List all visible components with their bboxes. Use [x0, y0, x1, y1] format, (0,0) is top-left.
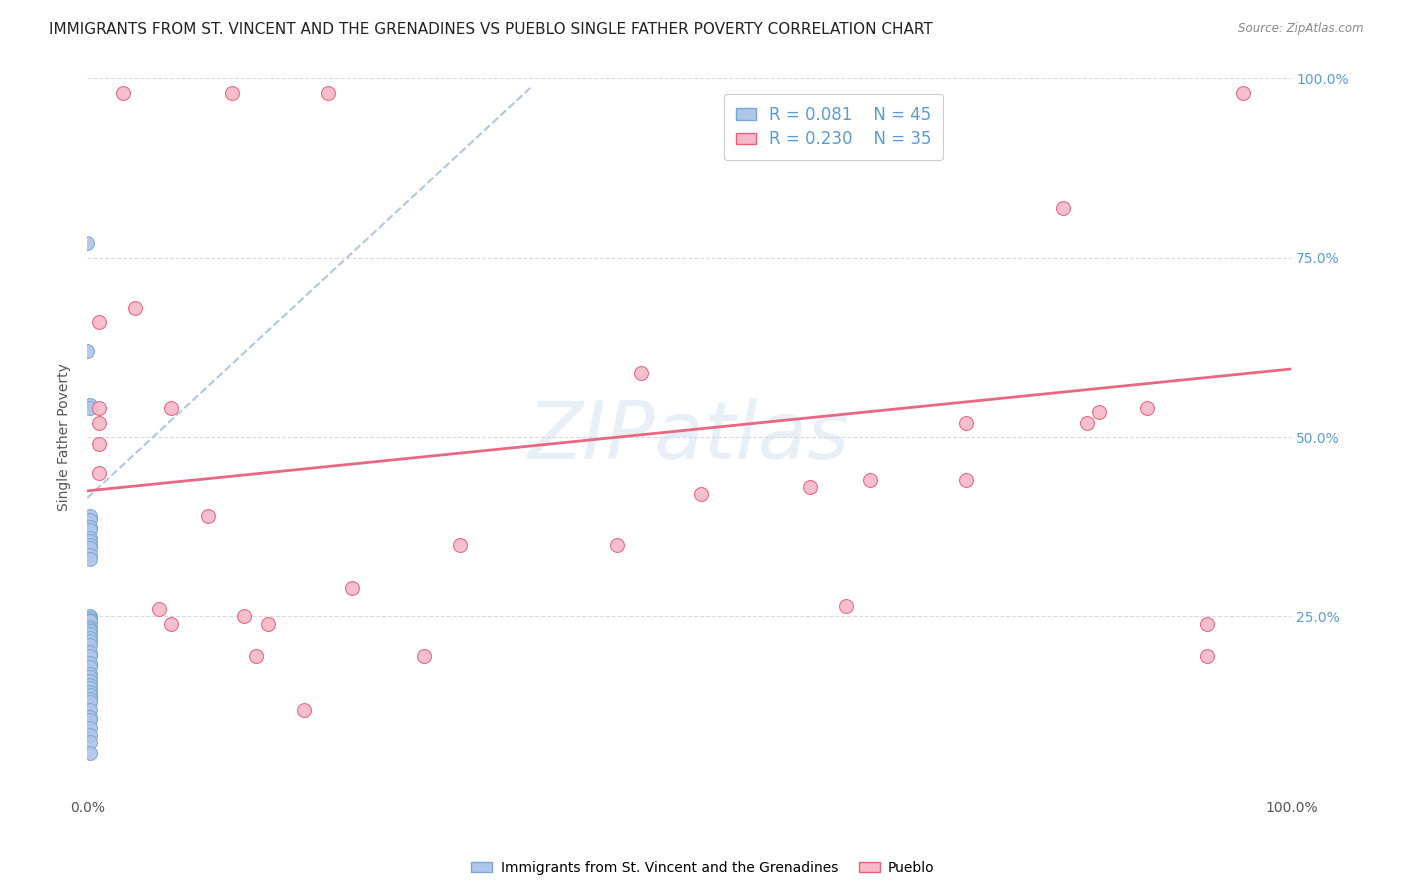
Point: [630, 366, 652, 380]
Point: [79, 512, 101, 526]
Point: [79, 622, 101, 636]
Point: [79, 620, 101, 634]
Point: [79, 541, 101, 556]
Point: [124, 301, 146, 315]
Point: [79, 508, 101, 523]
Point: [79, 670, 101, 684]
Point: [76, 344, 98, 359]
Point: [690, 487, 713, 501]
Point: [79, 666, 101, 681]
Point: [79, 659, 101, 673]
Point: [79, 681, 101, 695]
Point: [79, 398, 101, 412]
Point: [1195, 648, 1218, 663]
Point: [316, 86, 339, 100]
Point: [79, 714, 101, 728]
Point: [160, 401, 183, 416]
Point: [79, 624, 101, 638]
Point: [79, 656, 101, 670]
Point: [79, 735, 101, 749]
Point: [79, 631, 101, 645]
Point: [89, 315, 111, 329]
Point: [413, 648, 436, 663]
Legend: R = 0.081    N = 45, R = 0.230    N = 35: R = 0.081 N = 45, R = 0.230 N = 35: [724, 94, 943, 160]
Point: [89, 437, 111, 451]
Point: [79, 538, 101, 552]
Point: [79, 673, 101, 688]
Point: [79, 615, 101, 629]
Point: [79, 524, 101, 538]
Point: [79, 534, 101, 549]
Point: [79, 648, 101, 663]
Point: [79, 645, 101, 659]
Point: [79, 401, 101, 416]
Point: [1136, 401, 1159, 416]
Point: [79, 691, 101, 706]
Legend: Immigrants from St. Vincent and the Grenadines, Pueblo: Immigrants from St. Vincent and the Gren…: [465, 855, 941, 880]
Point: [799, 480, 821, 494]
Point: [79, 627, 101, 641]
Point: [89, 416, 111, 430]
Point: [79, 677, 101, 691]
Point: [606, 538, 628, 552]
Point: [79, 688, 101, 702]
Point: [79, 721, 101, 735]
Point: [79, 520, 101, 534]
Point: [955, 416, 977, 430]
Point: [79, 684, 101, 698]
Point: [79, 549, 101, 563]
Point: [859, 473, 882, 487]
Point: [221, 86, 243, 100]
Point: [955, 473, 977, 487]
Point: [292, 703, 315, 717]
Point: [89, 401, 111, 416]
Point: [256, 616, 278, 631]
Point: [148, 602, 170, 616]
Point: [1052, 201, 1074, 215]
Point: [79, 728, 101, 742]
Point: [89, 466, 111, 480]
Point: [79, 611, 101, 625]
Point: [79, 638, 101, 652]
Point: [112, 86, 135, 100]
Point: [79, 710, 101, 724]
Point: [340, 581, 363, 595]
Point: [79, 609, 101, 624]
Text: ZIPatlas: ZIPatlas: [529, 398, 851, 476]
Point: [79, 613, 101, 627]
Point: [79, 531, 101, 545]
Point: [160, 616, 183, 631]
Point: [835, 599, 858, 613]
Point: [79, 552, 101, 566]
Point: [1076, 416, 1098, 430]
Point: [79, 696, 101, 710]
Point: [449, 538, 471, 552]
Point: [79, 746, 101, 760]
Point: [197, 508, 219, 523]
Point: [79, 634, 101, 648]
Text: Source: ZipAtlas.com: Source: ZipAtlas.com: [1239, 22, 1364, 36]
Point: [1087, 405, 1109, 419]
Point: [1195, 616, 1218, 631]
Point: [79, 703, 101, 717]
Point: [1232, 86, 1254, 100]
Point: [232, 609, 254, 624]
Point: [76, 236, 98, 251]
Point: [245, 648, 267, 663]
Y-axis label: Single Father Poverty: Single Father Poverty: [58, 363, 72, 511]
Text: IMMIGRANTS FROM ST. VINCENT AND THE GRENADINES VS PUEBLO SINGLE FATHER POVERTY C: IMMIGRANTS FROM ST. VINCENT AND THE GREN…: [49, 22, 934, 37]
